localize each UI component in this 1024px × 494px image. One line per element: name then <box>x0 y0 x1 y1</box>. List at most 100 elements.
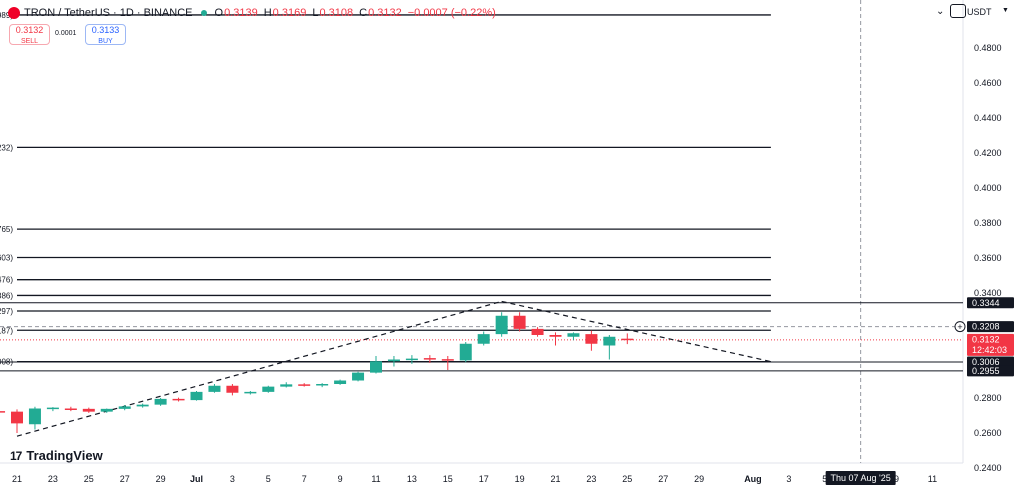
y-tick-label-5: 0.3800 <box>974 218 1002 228</box>
y-tick-label-3: 0.4200 <box>974 148 1002 158</box>
crosshair-date-label: Thu 07 Aug '25 <box>831 473 891 483</box>
candle-body-1 <box>0 411 6 413</box>
buy-price: 0.3133 <box>91 25 120 35</box>
chevron-down-icon[interactable]: ⌄ <box>936 6 945 17</box>
sell-button[interactable]: 0.3132 SELL <box>9 24 50 45</box>
fib-level-label-7: 0.236 (0.3187) <box>0 326 13 335</box>
x-tick-label-12: 15 <box>443 474 453 484</box>
ohlc-open-value: 0.3139 <box>224 7 258 19</box>
candle-body-32 <box>549 335 562 337</box>
x-tick-label-16: 23 <box>586 474 596 484</box>
price-label-4: 0.2955 <box>972 366 1000 376</box>
y-tick-label-1: 0.4600 <box>974 78 1002 88</box>
candle-body-34 <box>585 334 598 344</box>
x-tick-label-7: 5 <box>266 474 271 484</box>
price-label-bg-4 <box>967 365 1014 377</box>
candle-body-29 <box>495 315 508 335</box>
candle-body-28 <box>477 334 490 344</box>
x-tick-label-17: 25 <box>622 474 632 484</box>
y-tick-label-4: 0.4000 <box>974 183 1002 193</box>
candle-body-16 <box>262 386 275 392</box>
candle-body-33 <box>567 333 580 337</box>
candle-body-6 <box>82 408 95 412</box>
x-tick-label-15: 21 <box>550 474 560 484</box>
add-alert-icon <box>954 321 966 333</box>
candle-body-10 <box>154 398 167 405</box>
candle-body-3 <box>28 408 41 425</box>
crosshair-date-bg <box>825 471 896 485</box>
candle-body-31 <box>531 328 544 335</box>
y-tick-label-0: 0.4800 <box>974 43 1002 53</box>
candle-body-36 <box>621 338 634 341</box>
candle-body-5 <box>64 408 77 410</box>
x-tick-label-6: 3 <box>230 474 235 484</box>
x-tick-label-22: 5 <box>822 474 827 484</box>
candle-body-35 <box>603 336 616 346</box>
y-tick-label-7: 0.3400 <box>974 288 1002 298</box>
ohlc-close-value: 0.3132 <box>368 7 402 19</box>
fib-level-label-2: 1 (0.3765) <box>0 225 13 234</box>
ohlc-close-key: C <box>359 7 368 19</box>
candle-body-2 <box>11 411 23 424</box>
price-label-bg-1 <box>967 321 1014 333</box>
candle-body-13 <box>208 385 221 392</box>
ohlc-high-key: H <box>263 7 272 19</box>
candle-body-26 <box>441 359 454 361</box>
price-label-1: 0.3208 <box>972 322 1000 332</box>
candle-body-9 <box>136 404 149 407</box>
market-status-icon <box>200 10 207 16</box>
ohlc-open-key: O <box>214 7 224 19</box>
fib-level-label-1: 1.618 (0.4232) <box>0 143 13 152</box>
currency-chevron-icon[interactable]: ▼ <box>1002 7 1009 14</box>
camera-icon[interactable] <box>950 4 966 18</box>
price-label-0: 0.3344 <box>972 298 1000 308</box>
candle-body-11 <box>172 398 185 401</box>
spread-value: 0.0001 <box>55 30 77 37</box>
candle-body-22 <box>370 361 382 373</box>
symbol-title[interactable]: TRON / TetherUS · 1D · BINANCE <box>24 7 193 19</box>
trend-line-0 <box>16 300 502 437</box>
x-tick-label-18: 27 <box>658 474 668 484</box>
price-label-2: 0.3132 <box>972 334 1000 344</box>
x-tick-label-19: 29 <box>694 474 704 484</box>
fib-level-label-6: 0.382 (0.3297) <box>0 307 13 316</box>
candle-body-25 <box>423 358 436 360</box>
x-tick-label-8: 7 <box>302 474 307 484</box>
tradingview-logo[interactable]: 17 TradingView <box>10 448 103 463</box>
x-tick-label-5: Jul <box>190 474 203 484</box>
candle-body-7 <box>100 408 113 412</box>
y-tick-label-6: 0.3600 <box>974 253 1002 263</box>
trend-line-1 <box>501 300 772 363</box>
symbol-header: TRON / TetherUS · 1D · BINANCE O 0.3139 H… <box>8 4 502 22</box>
candle-body-21 <box>352 372 365 381</box>
x-tick-label-24: 11 <box>928 474 937 484</box>
x-tick-label-11: 13 <box>407 474 417 484</box>
candle-body-14 <box>226 385 239 393</box>
x-tick-label-20: Aug <box>744 474 762 484</box>
buy-button[interactable]: 0.3133 BUY <box>85 24 126 45</box>
add-alert-plus: + <box>957 322 962 332</box>
x-tick-label-4: 29 <box>156 474 166 484</box>
tradingview-wordmark: TradingView <box>26 448 103 463</box>
tron-logo-icon <box>8 7 20 19</box>
x-tick-label-9: 9 <box>338 474 343 484</box>
ohlc-low-value: 0.3108 <box>319 7 354 19</box>
candle-body-18 <box>298 384 311 386</box>
ohlc-low-key: L <box>312 7 319 19</box>
x-tick-label-3: 27 <box>120 474 130 484</box>
x-tick-label-13: 17 <box>479 474 489 484</box>
candle-body-19 <box>316 384 329 386</box>
price-label-bg-2 <box>967 333 1014 356</box>
fib-level-label-8: 0 (0.3008) <box>0 358 13 367</box>
fib-level-label-3: 0.786 (0.3603) <box>0 253 13 262</box>
sell-price: 0.3132 <box>15 25 44 35</box>
price-countdown: 12:42:03 <box>972 345 1007 355</box>
fib-level-label-4: 0.618 (0.3476) <box>0 276 13 285</box>
candle-body-24 <box>405 358 418 361</box>
currency-selector[interactable]: USDT <box>967 7 992 17</box>
price-label-bg-3 <box>967 356 1014 368</box>
candle-body-17 <box>280 384 293 387</box>
candle-body-4 <box>46 407 59 410</box>
candle-body-15 <box>244 391 257 394</box>
